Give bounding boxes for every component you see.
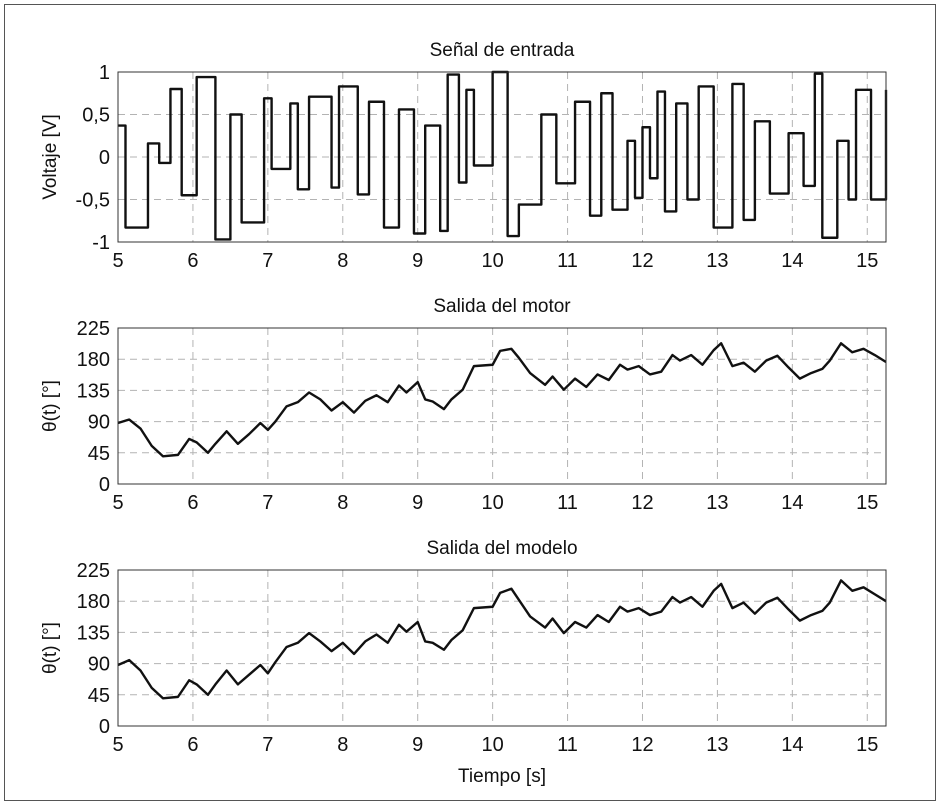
x-tick-label: 11 xyxy=(557,492,578,514)
x-tick-label: 15 xyxy=(856,250,878,272)
y-tick-label: 135 xyxy=(77,622,110,644)
x-tick-label: 10 xyxy=(482,734,504,756)
x-tick-label: 6 xyxy=(187,734,198,756)
x-tick-label: 13 xyxy=(706,734,728,756)
x-tick-label: 13 xyxy=(706,492,728,514)
x-tick-label: 14 xyxy=(781,250,803,272)
x-tick-label: 10 xyxy=(482,250,504,272)
x-tick-label: 11 xyxy=(557,250,578,272)
y-axis-label: θ(t) [°] xyxy=(40,380,61,432)
figure-frame xyxy=(4,4,936,801)
y-tick-label: 0 xyxy=(99,474,110,496)
x-tick-label: 9 xyxy=(412,492,423,514)
panels: 5 6 7 8 9 10 11 12 13 14 15 -1 -0,5 0 0,5 1 Señal de ent… xyxy=(40,40,888,787)
y-tick-label: 180 xyxy=(77,349,110,371)
x-tick-label: 14 xyxy=(781,734,803,756)
y-axis-label: Voltaje [V] xyxy=(40,114,61,200)
chart-panel-2: 5 6 7 8 9 10 11 12 13 14 15 0 45 90 135 180 225 Salida de… xyxy=(40,296,887,514)
series-line xyxy=(117,579,887,700)
y-tick-label: -0,5 xyxy=(76,190,110,212)
x-tick-label: 9 xyxy=(412,734,423,756)
axes-box xyxy=(117,71,887,243)
series-line xyxy=(118,70,888,241)
y-tick-label: 0,5 xyxy=(82,105,110,127)
y-tick-label: 225 xyxy=(77,318,110,340)
x-tick-label: 12 xyxy=(631,734,653,756)
y-tick-label: 45 xyxy=(88,443,110,465)
x-tick-label: 7 xyxy=(262,250,273,272)
x-tick-label: 15 xyxy=(856,492,878,514)
axes-box xyxy=(117,327,887,485)
x-tick-label: 13 xyxy=(706,250,728,272)
x-tick-label: 14 xyxy=(781,492,803,514)
axes-box xyxy=(117,569,887,727)
y-tick-label: 90 xyxy=(88,654,110,676)
x-tick-label: 12 xyxy=(631,250,653,272)
x-tick-label: 5 xyxy=(112,734,123,756)
series-line xyxy=(117,342,887,458)
chart-title: Salida del modelo xyxy=(426,538,577,559)
x-tick-label: 8 xyxy=(337,250,348,272)
x-tick-label: 5 xyxy=(112,492,123,514)
y-tick-label: 90 xyxy=(88,412,110,434)
y-tick-label: 135 xyxy=(77,380,110,402)
x-tick-label: 15 xyxy=(856,734,878,756)
y-tick-label: 1 xyxy=(99,62,110,84)
chart-title: Señal de entrada xyxy=(430,40,575,61)
x-tick-label: 9 xyxy=(412,250,423,272)
x-tick-label: 7 xyxy=(262,492,273,514)
x-tick-label: 5 xyxy=(112,250,123,272)
chart-panel-1: 5 6 7 8 9 10 11 12 13 14 15 -1 -0,5 0 0,5 1 Señal de ent… xyxy=(40,40,888,272)
y-tick-label: 225 xyxy=(77,560,110,582)
chart-panel-3: 5 6 7 8 9 10 11 12 13 14 15 0 45 90 135 180 225 Salida de… xyxy=(40,538,887,787)
x-axis-label: Tiempo [s] xyxy=(458,766,546,787)
x-tick-label: 12 xyxy=(631,492,653,514)
x-tick-label: 6 xyxy=(187,250,198,272)
x-tick-label: 7 xyxy=(262,734,273,756)
x-tick-label: 8 xyxy=(337,734,348,756)
y-axis-label: θ(t) [°] xyxy=(40,622,61,674)
x-tick-label: 11 xyxy=(557,734,578,756)
y-tick-label: 45 xyxy=(88,685,110,707)
y-tick-label: 0 xyxy=(99,147,110,169)
y-tick-label: -1 xyxy=(92,232,110,254)
x-tick-label: 6 xyxy=(187,492,198,514)
x-tick-label: 8 xyxy=(337,492,348,514)
y-tick-label: 0 xyxy=(99,716,110,738)
y-tick-label: 180 xyxy=(77,591,110,613)
x-tick-label: 10 xyxy=(482,492,504,514)
chart-title: Salida del motor xyxy=(433,296,571,317)
